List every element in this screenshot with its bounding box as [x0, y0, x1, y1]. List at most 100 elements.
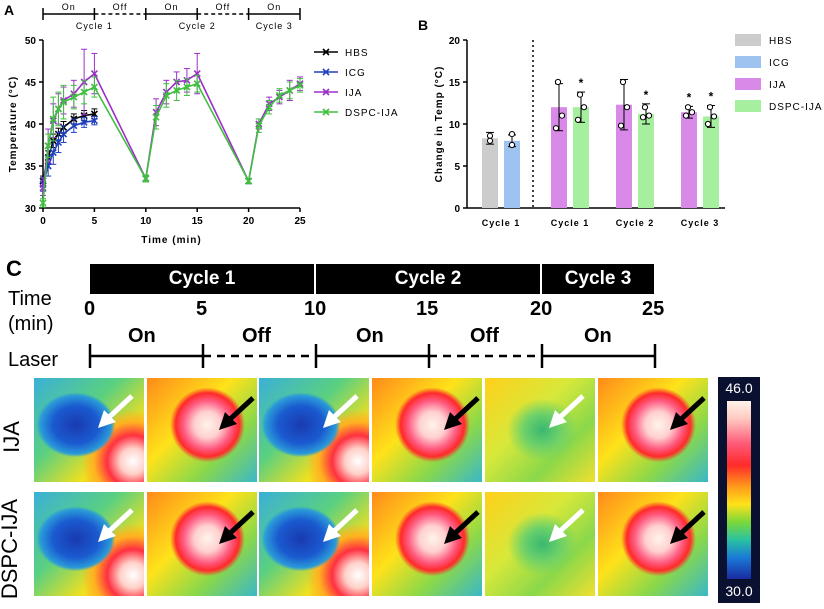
- arrow-head: [219, 526, 237, 544]
- legend-label-ICG: ICG: [345, 68, 366, 79]
- significance-star: *: [644, 88, 649, 102]
- data-point: [486, 137, 494, 144]
- schedule-state-label: On: [62, 2, 76, 12]
- arrow-shaft: [450, 510, 480, 538]
- arrow-head: [549, 524, 567, 542]
- panel-a-letter: A: [4, 2, 15, 18]
- laser-timeline: [88, 344, 657, 368]
- schedule-cycle-label: Cycle 1: [76, 21, 113, 31]
- data-point-DSPC-IJA: [275, 91, 284, 100]
- panel-c-letter: C: [6, 256, 22, 281]
- arrow-white-icon: [323, 394, 359, 428]
- schedule-state-label: Off: [113, 2, 128, 12]
- tick-25: 25: [642, 298, 665, 320]
- data-point-DSPC-IJA: [44, 142, 52, 150]
- data-point: [645, 112, 653, 119]
- series-line-ICG: [42, 119, 95, 185]
- data-point-DSPC-IJA: [39, 199, 47, 207]
- thermal-image: [485, 492, 595, 596]
- legend-label-HBS: HBS: [769, 36, 793, 47]
- data-point-DSPC-IJA: [54, 105, 62, 113]
- y-tick-label: 50: [25, 36, 37, 47]
- state-off-2: Off: [470, 325, 499, 347]
- data-point-DSPC-IJA: [90, 83, 98, 91]
- data-point: [486, 132, 494, 139]
- y-axis-title: Temperature (°C): [8, 76, 19, 173]
- arrow-black-icon: [670, 396, 706, 430]
- data-point-ICG: [90, 117, 98, 125]
- data-point-DSPC-IJA: [49, 115, 57, 123]
- legend-swatch-IJA: [735, 78, 761, 90]
- legend-label-ICG: ICG: [769, 58, 790, 69]
- thermal-image: [259, 378, 369, 482]
- significance-star: *: [687, 90, 692, 104]
- data-point: [554, 78, 562, 86]
- time-unit-label: (min): [8, 313, 54, 335]
- y-tick-label: 40: [25, 120, 37, 131]
- arrow-black-icon: [670, 510, 706, 544]
- arrow-head: [444, 412, 462, 430]
- data-point: [684, 104, 692, 111]
- arrow-head: [670, 412, 688, 430]
- state-off-1: Off: [242, 325, 271, 347]
- data-point-DSPC-IJA: [152, 113, 160, 121]
- data-point: [558, 112, 566, 119]
- bar-ICG: [504, 140, 520, 208]
- thermal-image: [34, 378, 144, 482]
- panel-b-letter: B: [418, 17, 429, 33]
- arrow-black-icon: [444, 396, 480, 430]
- data-point: [580, 104, 588, 111]
- data-point-DSPC-IJA: [80, 88, 88, 96]
- x-tick-label: 15: [192, 216, 204, 227]
- arrow-white-icon: [98, 394, 134, 428]
- y-tick-label: 15: [449, 78, 461, 89]
- arrow-shaft: [676, 396, 706, 424]
- thermal-image: [147, 378, 257, 482]
- data-point-ICG: [59, 130, 68, 138]
- data-point: [639, 114, 647, 121]
- schedule-state-label: On: [164, 2, 178, 12]
- data-point-DSPC-IJA: [70, 93, 78, 101]
- data-point: [619, 78, 627, 86]
- data-point: [574, 116, 582, 123]
- arrow-black-icon: [219, 510, 255, 544]
- cycle-2-header: Cycle 2: [316, 264, 540, 294]
- data-point: [508, 130, 516, 138]
- legend-swatch-ICG: [735, 56, 761, 68]
- data-point-DSPC-IJA: [265, 103, 273, 111]
- data-point-DSPC-IJA: [173, 86, 181, 94]
- thermal-image: [485, 378, 595, 482]
- data-point: [688, 109, 696, 116]
- data-point-DSPC-IJA: [255, 122, 263, 130]
- bar-DSPC-IJA: [638, 113, 654, 208]
- arrow-head: [323, 524, 341, 542]
- tick-15: 15: [416, 298, 439, 320]
- x-tick-label: 5: [92, 216, 98, 227]
- thermal-image: [34, 492, 144, 596]
- tick-0: 0: [84, 298, 96, 320]
- arrow-head: [323, 410, 341, 428]
- thermal-image: [147, 492, 257, 596]
- arrow-shaft: [104, 508, 134, 536]
- arrow-white-icon: [98, 508, 134, 542]
- temperature-colorbar: 46.0 30.0: [718, 377, 760, 603]
- y-tick-label: 35: [25, 162, 37, 173]
- group-label: Cycle 3: [681, 218, 720, 228]
- legend-marker-IJA: [322, 88, 330, 96]
- state-on-3: On: [584, 325, 612, 347]
- legend-marker-HBS: [322, 48, 330, 56]
- arrow-shaft: [450, 396, 480, 424]
- arrow-black-icon: [444, 510, 480, 544]
- bar-IJA: [681, 112, 697, 208]
- thermal-image: [598, 378, 708, 482]
- arrow-white-icon: [323, 508, 359, 542]
- data-point: [682, 112, 690, 119]
- thermal-image: [372, 492, 482, 596]
- legend-swatch-DSPC-IJA: [735, 100, 761, 112]
- data-point-DSPC-IJA: [59, 98, 68, 106]
- arrow-head: [670, 526, 688, 544]
- bar-chart-change-in-temp: 0 5 10 15 20 Change in Temp (°C) Cycle 1 Cycle …: [434, 34, 823, 228]
- data-point-DSPC-IJA: [193, 80, 201, 88]
- data-point-ICG: [49, 148, 57, 157]
- legend-label-DSPC-IJA: DSPC-IJA: [769, 102, 823, 113]
